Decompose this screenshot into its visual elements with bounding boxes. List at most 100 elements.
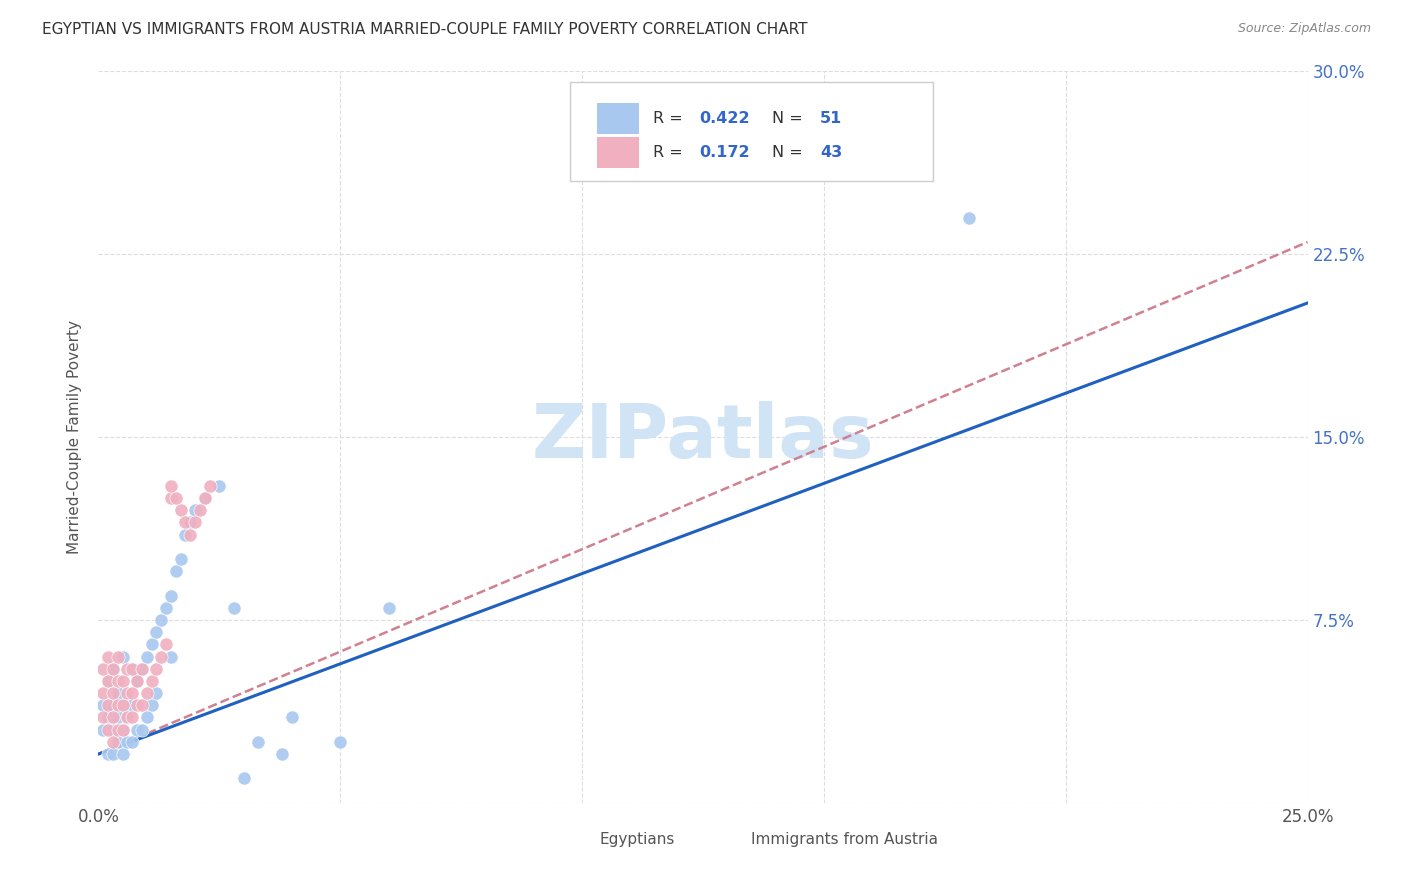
Point [91, 698, 114, 713]
Point [107, 735, 129, 749]
Point [127, 673, 149, 688]
Point [111, 747, 134, 761]
Text: N =: N = [772, 111, 808, 126]
Point [208, 479, 231, 493]
Point [131, 662, 153, 676]
Bar [596, 137, 638, 168]
Point [121, 662, 143, 676]
Point [716, 113, 738, 128]
Point [117, 710, 139, 724]
Point [165, 564, 187, 578]
Point [179, 527, 201, 541]
Point [127, 723, 149, 737]
Point [232, 772, 254, 786]
Point [91, 710, 114, 724]
Text: Source: ZipAtlas.com: Source: ZipAtlas.com [1237, 22, 1371, 36]
Point [174, 527, 197, 541]
Point [127, 698, 149, 713]
Bar [596, 103, 638, 134]
Bar [716, 829, 744, 850]
Point [247, 735, 270, 749]
FancyBboxPatch shape [569, 82, 932, 181]
Point [121, 710, 143, 724]
Point [111, 649, 134, 664]
Text: R =: R = [654, 111, 689, 126]
Point [155, 637, 177, 651]
Point [97, 723, 120, 737]
Point [271, 747, 294, 761]
Point [111, 723, 134, 737]
Point [155, 600, 177, 615]
Point [127, 673, 149, 688]
Point [111, 723, 134, 737]
Point [101, 735, 124, 749]
Text: N =: N = [772, 145, 808, 160]
Point [111, 698, 134, 713]
Point [101, 662, 124, 676]
Text: 0.172: 0.172 [699, 145, 749, 160]
Point [194, 491, 217, 505]
Text: 51: 51 [820, 111, 842, 126]
Point [160, 649, 183, 664]
Point [121, 735, 143, 749]
Point [131, 662, 153, 676]
Point [101, 747, 124, 761]
Point [121, 686, 143, 700]
Point [329, 735, 352, 749]
Point [107, 649, 129, 664]
Point [97, 710, 120, 724]
Point [150, 613, 173, 627]
Point [101, 698, 124, 713]
Point [117, 662, 139, 676]
Point [97, 673, 120, 688]
Point [165, 491, 187, 505]
Point [101, 710, 124, 724]
Text: Immigrants from Austria: Immigrants from Austria [751, 832, 938, 847]
Point [198, 479, 221, 493]
Point [121, 698, 143, 713]
Point [117, 735, 139, 749]
Point [141, 698, 163, 713]
Bar [564, 829, 593, 850]
Point [107, 710, 129, 724]
Point [135, 710, 157, 724]
Point [160, 589, 183, 603]
Point [150, 649, 173, 664]
Text: 0.422: 0.422 [699, 111, 749, 126]
Text: EGYPTIAN VS IMMIGRANTS FROM AUSTRIA MARRIED-COUPLE FAMILY POVERTY CORRELATION CH: EGYPTIAN VS IMMIGRANTS FROM AUSTRIA MARR… [42, 22, 807, 37]
Point [169, 503, 191, 517]
Text: ZIPatlas: ZIPatlas [531, 401, 875, 474]
Point [222, 600, 245, 615]
Point [107, 698, 129, 713]
Point [107, 723, 129, 737]
Point [97, 747, 120, 761]
Point [145, 625, 167, 640]
Point [97, 698, 120, 713]
Point [101, 723, 124, 737]
Point [184, 516, 207, 530]
Text: R =: R = [654, 145, 689, 160]
Point [145, 686, 167, 700]
Point [131, 698, 153, 713]
Point [97, 673, 120, 688]
Point [117, 686, 139, 700]
Point [184, 503, 207, 517]
Point [91, 662, 114, 676]
Point [160, 491, 183, 505]
Point [135, 686, 157, 700]
Point [107, 673, 129, 688]
Point [97, 649, 120, 664]
Text: 43: 43 [820, 145, 842, 160]
Point [101, 662, 124, 676]
Y-axis label: Married-Couple Family Poverty: Married-Couple Family Poverty [67, 320, 83, 554]
Point [91, 686, 114, 700]
Point [135, 649, 157, 664]
Point [179, 516, 201, 530]
Point [141, 637, 163, 651]
Point [107, 686, 129, 700]
Point [281, 710, 304, 724]
Point [160, 479, 183, 493]
Point [169, 552, 191, 566]
Point [101, 686, 124, 700]
Point [117, 710, 139, 724]
